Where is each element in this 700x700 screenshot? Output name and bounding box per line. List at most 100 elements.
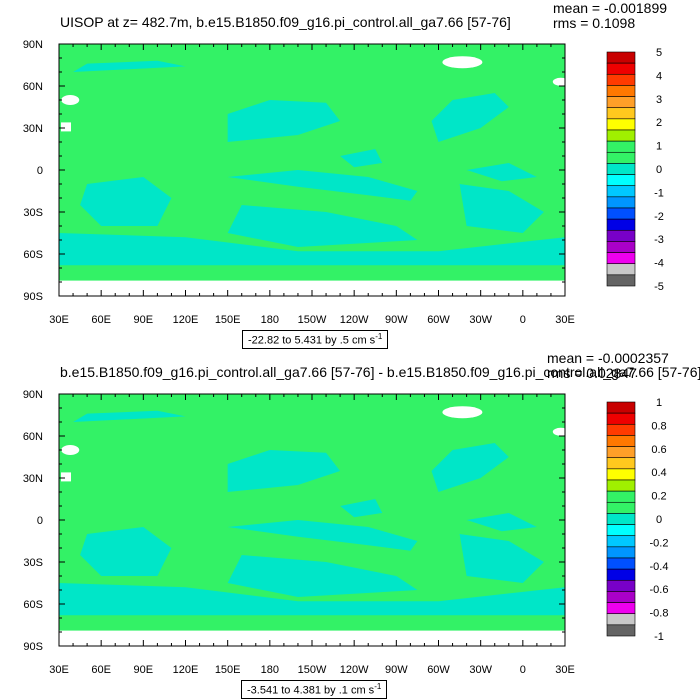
colorbar-box [606,423,636,436]
y-tick-label: 30S [23,207,43,219]
red-sea-mask [61,122,71,132]
negative-region [227,520,418,551]
map-plot: 30E 60E 90E 120E 150E 180 150W 120W 90W 60W 30W 0 30… [23,39,664,326]
colorbar-box [606,263,636,276]
x-tick-label: 120W [340,664,369,676]
x-tick-label: 90E [134,314,154,326]
colorbar-box [606,613,636,626]
y-tick-label: 0 [37,165,43,177]
x-tick-label: 180 [261,314,279,326]
colorbar-box [606,535,636,548]
colorbar-label: 0.4 [651,467,666,479]
negative-region [59,583,565,616]
colorbar-box [606,412,636,425]
colorbar-label: -0.2 [650,537,669,549]
y-tick-label: 60S [23,599,43,611]
negative-region [227,555,418,597]
colorbar-label: -4 [654,258,664,270]
map-plot: 30E 60E 90E 120E 150E 180 150W 120W 90W 60W 30W 0 30… [23,389,669,676]
x-tick-label: 0 [520,314,526,326]
x-tick-label: 30W [469,314,492,326]
x-tick-label: 30E [555,664,575,676]
colorbar-label: 0.6 [651,444,666,456]
colorbar-box [606,513,636,525]
x-tick-label: 150W [298,314,327,326]
contour-range-text: -3.541 to 4.381 by .1 cm s [247,684,375,697]
colorbar-box [606,490,636,503]
colorbar-box [606,401,636,414]
y-tick-label: 90S [23,641,43,653]
x-tick-label: 90W [385,314,408,326]
colorbar-label: 0 [656,164,662,176]
x-tick-label: 150E [215,314,241,326]
negative-region [459,534,544,583]
colorbar-box [606,229,636,242]
negative-region [466,163,537,182]
y-tick-label: 90N [23,389,43,401]
negative-region [80,527,172,576]
colorbar-box [606,241,636,253]
caspian-mask [61,445,80,455]
colorbar-box [606,107,636,120]
negative-region [227,205,418,247]
baltic-mask [552,77,569,86]
colorbar-box [606,624,636,637]
contour-range-label: -3.541 to 4.381 by .1 cm s-1 [241,680,388,699]
x-tick-label: 60W [427,314,450,326]
x-tick-label: 90W [385,664,408,676]
mean-stat: mean = -0.001899 [553,0,668,16]
x-tick-label: 60E [91,664,111,676]
colorbar-label: 1 [656,141,662,153]
negative-region [466,513,537,532]
colorbar-box [606,446,636,459]
rms-stat: rms = 0.02847 [547,365,637,381]
x-tick-label: 30E [49,314,69,326]
negative-region [431,443,509,492]
colorbar-box [606,579,636,592]
chart-title: UISOP at z= 482.7m, b.e15.B1850.f09_g16.… [60,14,511,30]
colorbar-box [606,457,636,470]
colorbar-label: -0.6 [650,584,669,596]
colorbar-box [606,73,636,86]
colorbar-label: -0.8 [650,608,669,620]
colorbar-label: 4 [656,70,662,82]
y-tick-label: 30S [23,557,43,569]
y-tick-label: 30N [23,473,43,485]
rms-stat: rms = 0.1098 [553,15,636,31]
x-tick-label: 120W [340,314,369,326]
y-tick-label: 60N [23,81,43,93]
colorbar-label: 1 [656,397,662,409]
colorbar-box [606,62,636,75]
colorbar-label: 0 [656,514,662,526]
x-tick-label: 90E [134,664,154,676]
colorbar-label: -1 [654,631,664,643]
greenland-mask [442,406,483,419]
colorbar-box [606,185,636,198]
x-tick-label: 30E [49,664,69,676]
colorbar-box [606,591,636,603]
colorbar-box [606,524,636,537]
y-tick-label: 60S [23,249,43,261]
negative-region [459,184,544,233]
colorbar-box [606,557,636,570]
colorbar-label: 0.8 [651,420,666,432]
negative-region [227,100,341,142]
contour-range-unit: -1 [375,332,383,341]
red-sea-mask [61,472,71,482]
colorbar-label: -5 [654,281,664,293]
y-tick-label: 60N [23,431,43,443]
colorbar-box [606,196,636,209]
y-tick-label: 90S [23,291,43,303]
x-tick-label: 30E [555,314,575,326]
colorbar-box [606,85,636,97]
colorbar-box [606,96,636,109]
y-tick-label: 90N [23,39,43,51]
x-tick-label: 60E [91,314,111,326]
caspian-mask [61,95,80,105]
colorbar-label: 5 [656,47,662,59]
x-tick-label: 120E [173,664,199,676]
negative-region [73,60,186,72]
colorbar-box [606,501,636,514]
colorbar-box [606,568,636,581]
colorbar-box [606,151,636,164]
